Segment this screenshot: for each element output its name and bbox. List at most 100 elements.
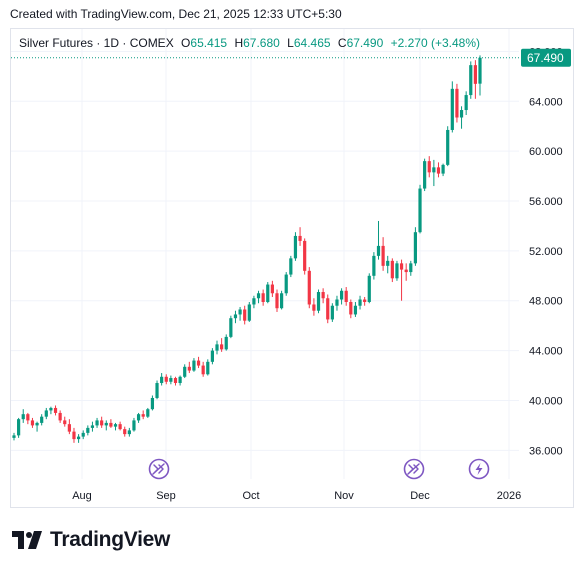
tradingview-logo[interactable]: TradingView [12, 528, 170, 552]
candle [81, 430, 85, 440]
candle-body [455, 88, 459, 118]
candle-body [229, 318, 233, 337]
candle [284, 272, 288, 296]
candle-body [372, 255, 376, 276]
candle-body [284, 274, 288, 294]
candle [247, 301, 251, 322]
candle [266, 282, 270, 304]
candle-body [220, 344, 224, 350]
candle-body [215, 344, 219, 351]
candle-body [86, 427, 90, 433]
chart-panel[interactable]: 36.000 40.000 44.000 48.000 52.000 56.000 60.0… [10, 28, 574, 508]
candle-body [316, 292, 321, 311]
price-axis: 36.000 40.000 44.000 48.000 52.000 56.000 60.0… [529, 46, 563, 457]
candle [183, 364, 187, 379]
candle [12, 432, 16, 441]
candle [132, 417, 136, 432]
candle-body [146, 409, 150, 417]
candle-body [413, 232, 418, 264]
candle-body [63, 420, 67, 425]
candle [256, 290, 261, 304]
candle [409, 260, 413, 276]
y-tick-label: 52.000 [529, 246, 563, 258]
candle [150, 395, 155, 411]
candle [446, 126, 450, 167]
candle-body [376, 245, 381, 256]
candle-body [280, 293, 284, 309]
candle-body [266, 284, 270, 302]
candle [243, 305, 247, 325]
candle-body [423, 161, 427, 189]
open-label: O [181, 36, 191, 50]
candle-body [427, 161, 431, 173]
candle-body [183, 366, 187, 377]
candle [136, 412, 141, 423]
y-tick-label: 48.000 [529, 296, 563, 308]
candle [367, 273, 371, 304]
candle [233, 310, 238, 324]
candle-body [100, 420, 104, 426]
candle [280, 290, 284, 310]
candle [238, 306, 242, 321]
candle-body [160, 376, 164, 384]
candle-body [307, 270, 311, 305]
candle-body [409, 263, 413, 273]
candle [450, 81, 454, 133]
candle-body [446, 129, 450, 165]
candle-body [312, 304, 316, 311]
candle [187, 361, 191, 374]
x-tick-label: Sep [156, 490, 176, 502]
candle [270, 280, 274, 298]
candle-body [404, 269, 408, 273]
y-tick-label: 44.000 [529, 346, 563, 358]
candle-body [123, 429, 127, 435]
candle [289, 255, 293, 278]
candle [104, 420, 108, 431]
candle-body [141, 414, 145, 417]
time-axis: Aug Sep Oct Nov Dec 2026 [72, 490, 521, 502]
candle-body [275, 293, 279, 309]
candle [72, 427, 76, 443]
candle-body [303, 240, 307, 271]
candle-body [192, 360, 196, 371]
dividend-split-icon [403, 458, 425, 480]
candle-body [270, 284, 274, 294]
candle [21, 409, 25, 423]
candle-body [187, 366, 191, 371]
candle [275, 289, 279, 312]
candle [381, 237, 385, 271]
candle [339, 288, 344, 305]
candle [399, 259, 404, 301]
candle [436, 162, 441, 178]
candle [17, 417, 21, 438]
candle [210, 348, 214, 365]
candle [35, 421, 39, 432]
chart-grid [11, 29, 519, 479]
candlestick-chart[interactable]: 36.000 40.000 44.000 48.000 52.000 56.000 60.0… [11, 29, 573, 507]
candle-body [53, 407, 58, 413]
candle-body [169, 378, 173, 382]
candle [432, 159, 436, 187]
candle [455, 83, 459, 123]
candle-body [381, 245, 385, 266]
candle [58, 410, 62, 423]
candle-body [109, 422, 113, 427]
candle-body [44, 410, 48, 417]
candle [49, 406, 53, 415]
candle-body [293, 235, 298, 259]
candle-body [196, 360, 201, 366]
candle-body [104, 422, 108, 426]
candle [326, 294, 330, 324]
candle-body [390, 260, 394, 279]
candle [335, 295, 339, 311]
candle [141, 410, 145, 420]
candle [469, 61, 473, 99]
candle [252, 295, 256, 309]
candle-body [238, 309, 242, 315]
candle-body [418, 188, 422, 233]
candle [395, 260, 399, 281]
candle-body [367, 275, 371, 302]
candle-body [201, 365, 205, 375]
candle-body [459, 110, 464, 118]
last-price-tag [521, 48, 571, 67]
